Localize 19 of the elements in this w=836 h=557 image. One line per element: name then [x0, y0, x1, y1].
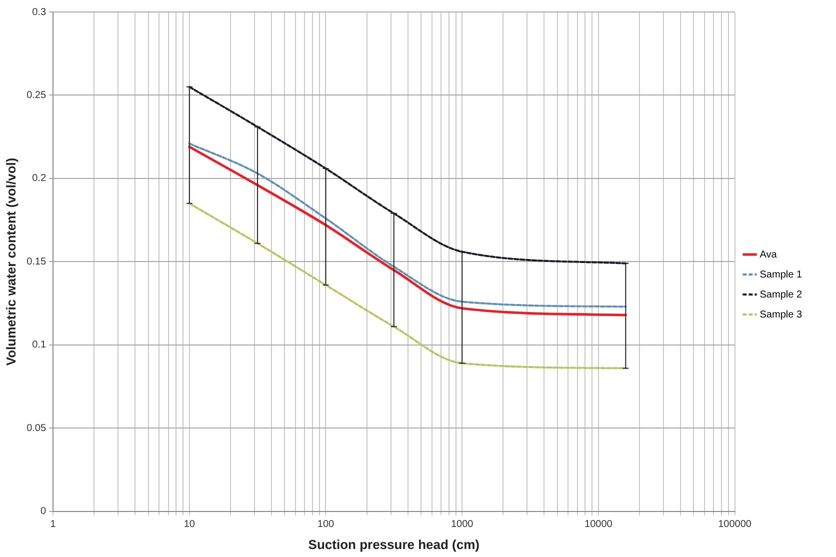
y-tick-label: 0 [40, 506, 46, 518]
x-tick-label: 1 [50, 519, 56, 530]
y-axis-title: Volumetric water content (vol/vol) [3, 158, 18, 366]
x-tick-label: 100000 [718, 519, 752, 530]
y-tick-label: 0.25 [26, 90, 46, 101]
x-tick-label: 100 [317, 519, 335, 530]
x-tick-label: 10000 [584, 519, 613, 530]
y-tick-label: 0.15 [26, 256, 46, 268]
y-tick-label: 0.1 [32, 340, 46, 351]
y-tick-label: 0.05 [26, 422, 46, 434]
x-tick-label: 1000 [450, 519, 474, 530]
y-tick-label: 0.3 [32, 6, 46, 18]
legend-label: Sample 2 [760, 289, 802, 300]
x-axis-title: Suction pressure head (cm) [308, 536, 480, 552]
x-tick-label: 10 [184, 519, 196, 530]
y-tick-label: 0.2 [32, 173, 46, 184]
legend-label: Sample 3 [760, 309, 802, 320]
legend-label: Ava [760, 249, 778, 260]
legend-label: Sample 1 [760, 269, 802, 280]
